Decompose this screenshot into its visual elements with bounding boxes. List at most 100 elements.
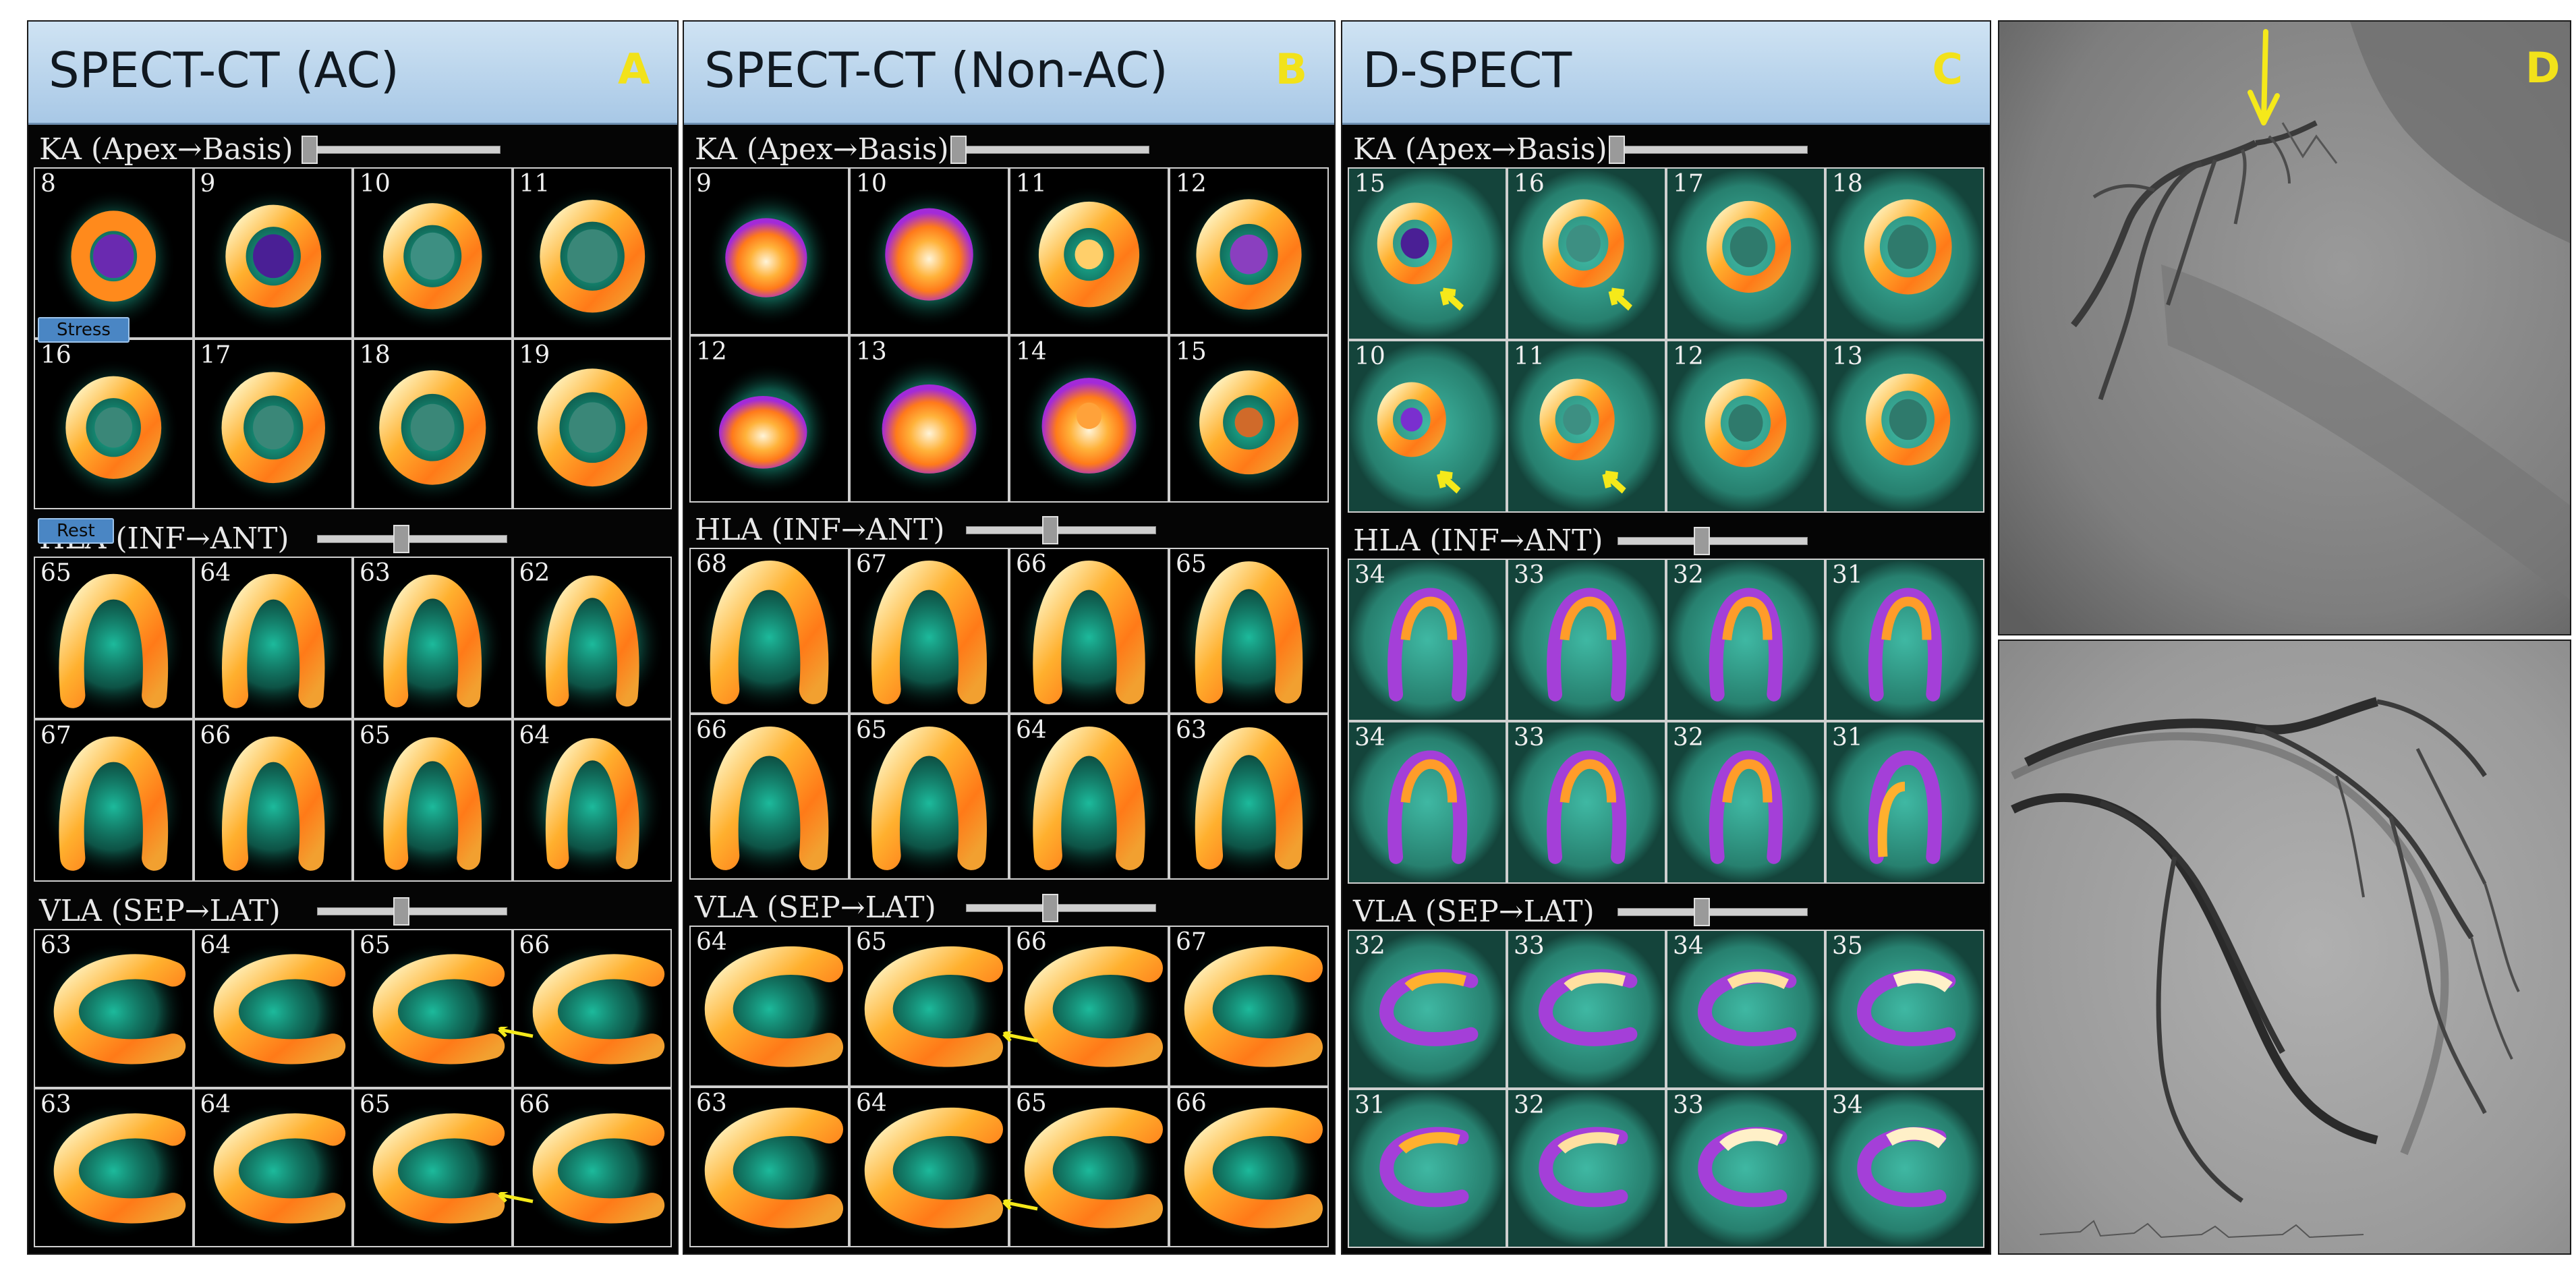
ka-slice-scan bbox=[1667, 341, 1824, 511]
hla-slice-scan bbox=[695, 726, 844, 878]
stress-badge: Stress bbox=[38, 317, 130, 343]
panel-c-vla-slider[interactable] bbox=[1618, 898, 1808, 926]
vla-slice-image: 34 bbox=[1827, 1090, 1983, 1247]
hla-slice-image: 63 bbox=[1170, 715, 1327, 878]
vla-slice-image: 64 bbox=[691, 927, 848, 1085]
vla-slice-image: 65 bbox=[354, 1089, 511, 1246]
arrow-icon bbox=[1002, 1031, 1038, 1043]
slice-number: 32 bbox=[1673, 724, 1704, 751]
ka-slice-image: 17 bbox=[194, 339, 351, 508]
slice-number: 13 bbox=[856, 337, 887, 366]
vla-slice-image: 33 bbox=[1667, 1090, 1824, 1247]
slice-number: 66 bbox=[1016, 550, 1047, 578]
hla-slice-scan bbox=[1667, 560, 1824, 720]
slice-number: 12 bbox=[696, 337, 727, 366]
panel-c-ka-grid: 15 16 17 18 10 11 12 13 bbox=[1348, 167, 1984, 513]
vla-slice-scan bbox=[1014, 1100, 1164, 1240]
panel-c-ka-label: KA (Apex→Basis) bbox=[1353, 132, 1607, 167]
panel-a: SPECT-CT (AC) A KA (Apex→Basis) 8 9 10 1… bbox=[27, 20, 679, 1255]
hla-slice-scan bbox=[855, 560, 1004, 712]
slice-number: 66 bbox=[200, 722, 231, 749]
slice-number: 32 bbox=[1354, 932, 1385, 960]
ka-slice-image: 10 bbox=[851, 169, 1008, 334]
panel-b-ka-slider[interactable] bbox=[950, 136, 1149, 164]
slice-number: 64 bbox=[519, 722, 550, 749]
vla-slice-scan bbox=[39, 1102, 188, 1240]
slice-number: 65 bbox=[856, 928, 887, 956]
ka-slice-scan bbox=[523, 185, 662, 334]
ka-slice-scan bbox=[863, 186, 996, 329]
ka-slice-scan bbox=[706, 188, 832, 327]
hla-slice-image: 64 bbox=[194, 558, 351, 718]
panel-a-vla-slider[interactable] bbox=[317, 897, 507, 926]
hla-slice-image: 63 bbox=[354, 558, 511, 718]
slice-number: 19 bbox=[519, 341, 550, 369]
hla-slice-scan bbox=[1349, 560, 1506, 720]
stenosis-arrow-icon bbox=[2248, 29, 2280, 125]
panel-c-ka-slider[interactable] bbox=[1609, 136, 1808, 164]
slice-number: 8 bbox=[40, 170, 56, 198]
ka-slice-scan bbox=[1827, 341, 1983, 511]
slice-number: 12 bbox=[1673, 343, 1704, 370]
vla-slice-image: 35 bbox=[1827, 931, 1983, 1087]
angiogram-top-image: D bbox=[1999, 22, 2570, 634]
slice-number: 16 bbox=[1514, 170, 1545, 198]
panel-a-ka-slider[interactable] bbox=[302, 136, 500, 164]
vla-slice-scan bbox=[518, 1102, 666, 1240]
slice-number: 65 bbox=[1176, 550, 1207, 578]
slice-number: 65 bbox=[1016, 1089, 1047, 1117]
ka-slice-scan bbox=[1019, 185, 1159, 331]
ka-slice-scan bbox=[1349, 169, 1506, 339]
hla-slice-image: 64 bbox=[513, 720, 670, 880]
panel-a-vla-section: VLA (SEP→LAT) 63 64 65 66 63 64 65 66 bbox=[34, 890, 672, 1247]
panel-b-hla-slider[interactable] bbox=[966, 516, 1156, 544]
panel-b-hla-grid: 68 67 66 65 66 65 64 63 bbox=[689, 548, 1329, 880]
panel-b-header: SPECT-CT (Non-AC) B bbox=[684, 22, 1334, 125]
ka-slice-image: 12 bbox=[691, 336, 848, 501]
slice-number: 66 bbox=[519, 1091, 550, 1118]
vla-slice-image: 63 bbox=[35, 930, 192, 1087]
ka-slice-image: 9 bbox=[691, 169, 848, 334]
rest-badge: Rest bbox=[38, 518, 114, 544]
slice-number: 18 bbox=[1832, 170, 1863, 198]
vla-slice-image: 67 bbox=[1170, 927, 1327, 1085]
slice-number: 13 bbox=[1832, 343, 1863, 370]
ka-slice-image: 18 bbox=[354, 339, 511, 508]
panel-b-vla-slider[interactable] bbox=[966, 894, 1156, 922]
ka-slice-image: 17 bbox=[1667, 169, 1824, 339]
hla-slice-scan bbox=[1014, 560, 1164, 712]
hla-slice-scan bbox=[1349, 722, 1506, 882]
panel-a-hla-slider[interactable] bbox=[317, 525, 507, 553]
vla-slice-scan bbox=[695, 939, 844, 1079]
panel-c-hla-slider[interactable] bbox=[1618, 527, 1808, 555]
vla-slice-scan bbox=[1174, 939, 1323, 1079]
vla-slice-image: 66 bbox=[1170, 1087, 1327, 1246]
ka-slice-scan bbox=[1019, 352, 1159, 499]
vla-slice-image: 66 bbox=[513, 1089, 670, 1246]
slice-number: 67 bbox=[1176, 928, 1207, 956]
slice-number: 11 bbox=[1514, 343, 1545, 370]
slice-number: 14 bbox=[1016, 337, 1047, 366]
hla-slice-scan bbox=[41, 735, 186, 879]
ka-slice-image: 10 bbox=[354, 169, 511, 337]
ka-slice-image: 18 bbox=[1827, 169, 1983, 339]
slice-number: 64 bbox=[200, 932, 231, 959]
vla-slice-image: 31 bbox=[1349, 1090, 1506, 1247]
hla-slice-image: 66 bbox=[1010, 549, 1168, 712]
slice-number: 33 bbox=[1514, 724, 1545, 751]
hla-slice-scan bbox=[1667, 722, 1824, 882]
ka-slice-scan bbox=[51, 188, 177, 331]
slice-number: 35 bbox=[1832, 932, 1863, 960]
slice-number: 64 bbox=[1016, 716, 1047, 744]
vla-slice-image: 63 bbox=[691, 1087, 848, 1246]
ka-slice-image: 9 bbox=[194, 169, 351, 337]
vla-slice-scan bbox=[855, 1100, 1004, 1240]
slice-number: 12 bbox=[1176, 170, 1207, 198]
ka-slice-image: 8 bbox=[35, 169, 192, 337]
ka-slice-scan bbox=[1827, 169, 1983, 339]
panel-c-vla-grid: 32 33 34 35 31 32 33 34 bbox=[1348, 930, 1984, 1248]
slice-number: 62 bbox=[519, 559, 550, 587]
hla-slice-scan bbox=[360, 572, 505, 716]
vla-slice-scan bbox=[199, 1102, 347, 1240]
panel-a-title: SPECT-CT (AC) bbox=[49, 42, 399, 98]
